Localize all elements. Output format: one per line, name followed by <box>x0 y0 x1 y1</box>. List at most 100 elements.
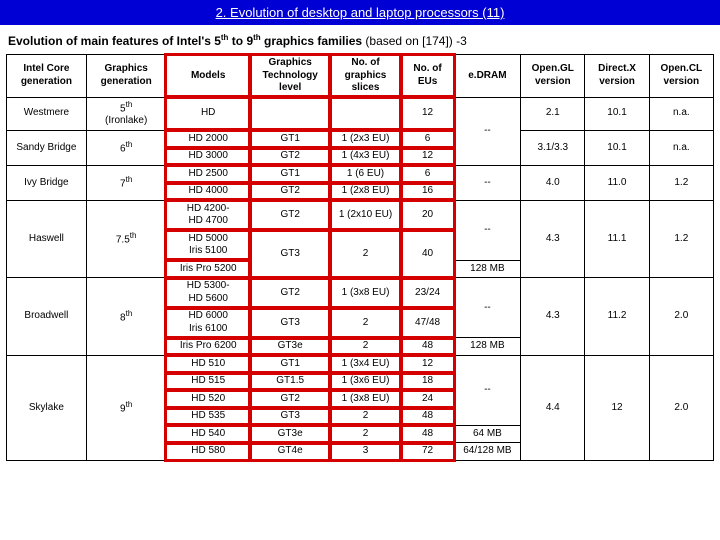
table-cell: 4.4 <box>521 355 585 460</box>
table-cell: GT2 <box>250 278 330 308</box>
table-cell: GT2 <box>250 200 330 230</box>
table-cell: 128 MB <box>454 260 520 278</box>
table-row: Ivy Bridge7thHD 2500GT11 (6 EU)6--4.011.… <box>7 165 714 183</box>
table-cell: HD 515 <box>166 373 250 391</box>
table-cell: 12 <box>401 355 454 373</box>
table-cell: n.a. <box>649 130 713 165</box>
table-cell: 2 <box>330 425 401 443</box>
title-bar: 2. Evolution of desktop and laptop proce… <box>0 0 720 25</box>
table-cell: HD 535 <box>166 408 250 426</box>
table-cell: 1.2 <box>649 200 713 278</box>
table-cell <box>330 97 401 130</box>
table-row: Broadwell8thHD 5300-HD 5600GT21 (3x8 EU)… <box>7 278 714 308</box>
table-cell: 40 <box>401 230 454 278</box>
table-cell: 2 <box>330 230 401 278</box>
table-cell: GT4e <box>250 443 330 461</box>
table-cell: 5th(Ironlake) <box>86 97 166 130</box>
table-cell: HD 580 <box>166 443 250 461</box>
table-cell: 1 (2x3 EU) <box>330 130 401 148</box>
table-cell: HD <box>166 97 250 130</box>
table-cell: GT3 <box>250 230 330 278</box>
col-header: Open.CL version <box>649 55 713 98</box>
table-cell: 11.2 <box>585 278 649 356</box>
table-cell: 18 <box>401 373 454 391</box>
table-cell: -- <box>454 355 520 425</box>
table-cell: GT3 <box>250 308 330 338</box>
table-cell: HD 4200-HD 4700 <box>166 200 250 230</box>
table-cell: 7.5th <box>86 200 166 278</box>
table-cell: HD 5000Iris 5100 <box>166 230 250 260</box>
table-cell: 48 <box>401 408 454 426</box>
table-cell: 10.1 <box>585 97 649 130</box>
table-cell: HD 520 <box>166 390 250 408</box>
table-cell: 64/128 MB <box>454 443 520 461</box>
table-cell: HD 3000 <box>166 148 250 166</box>
table-cell: GT1 <box>250 165 330 183</box>
table-cell: 6 <box>401 130 454 148</box>
table-cell: 1 (3x8 EU) <box>330 278 401 308</box>
table-cell: -- <box>454 97 520 165</box>
table-cell <box>250 97 330 130</box>
table-cell: 4.3 <box>521 200 585 278</box>
table-cell: 23/24 <box>401 278 454 308</box>
table-cell: 2.0 <box>649 278 713 356</box>
table-cell: -- <box>454 165 520 200</box>
table-cell: 1.2 <box>649 165 713 200</box>
table-cell: 9th <box>86 355 166 460</box>
table-cell: 1 (2x10 EU) <box>330 200 401 230</box>
table-cell: 11.1 <box>585 200 649 278</box>
table-cell: Westmere <box>7 97 87 130</box>
col-header: Graphics Technology level <box>250 55 330 98</box>
table-cell: 1 (3x4 EU) <box>330 355 401 373</box>
table-cell: 24 <box>401 390 454 408</box>
table-cell: GT1 <box>250 130 330 148</box>
col-header: Intel Core generation <box>7 55 87 98</box>
table-cell: HD 4000 <box>166 183 250 201</box>
col-header: Models <box>166 55 250 98</box>
table-cell: Broadwell <box>7 278 87 356</box>
table-cell: 8th <box>86 278 166 356</box>
table-row: Skylake9thHD 510GT11 (3x4 EU)12--4.4122.… <box>7 355 714 373</box>
table-cell: 1 (3x8 EU) <box>330 390 401 408</box>
table-cell: 3.1/3.3 <box>521 130 585 165</box>
table-cell: 3 <box>330 443 401 461</box>
table-cell: GT2 <box>250 183 330 201</box>
table-cell: 2 <box>330 308 401 338</box>
table-cell: 2 <box>330 408 401 426</box>
table-cell: Sandy Bridge <box>7 130 87 165</box>
table-cell: GT1.5 <box>250 373 330 391</box>
table-cell: 47/48 <box>401 308 454 338</box>
table-cell: HD 6000Iris 6100 <box>166 308 250 338</box>
table-cell: 4.0 <box>521 165 585 200</box>
table-cell: 48 <box>401 425 454 443</box>
table-row: Haswell7.5thHD 4200-HD 4700GT21 (2x10 EU… <box>7 200 714 230</box>
table-cell: 6 <box>401 165 454 183</box>
table-cell: 7th <box>86 165 166 200</box>
table-cell: 2 <box>330 338 401 356</box>
subtitle: Evolution of main features of Intel's 5t… <box>0 25 720 54</box>
table-cell: n.a. <box>649 97 713 130</box>
table-cell: GT1 <box>250 355 330 373</box>
col-header: e.DRAM <box>454 55 520 98</box>
page-title: 2. Evolution of desktop and laptop proce… <box>216 5 505 20</box>
table-cell: HD 510 <box>166 355 250 373</box>
table-cell: Ivy Bridge <box>7 165 87 200</box>
table-cell: 12 <box>585 355 649 460</box>
table-row: Sandy Bridge6thHD 2000GT11 (2x3 EU)63.1/… <box>7 130 714 148</box>
table-cell: 11.0 <box>585 165 649 200</box>
table-cell: Iris Pro 6200 <box>166 338 250 356</box>
col-header: No. of graphics slices <box>330 55 401 98</box>
table-cell: 20 <box>401 200 454 230</box>
col-header: Open.GL version <box>521 55 585 98</box>
table-cell: HD 2000 <box>166 130 250 148</box>
table-cell: 1 (4x3 EU) <box>330 148 401 166</box>
table-cell: 64 MB <box>454 425 520 443</box>
table-cell: -- <box>454 278 520 338</box>
table-cell: 2.1 <box>521 97 585 130</box>
table-cell: Skylake <box>7 355 87 460</box>
table-cell: GT3e <box>250 338 330 356</box>
col-header: No. of EUs <box>401 55 454 98</box>
table-cell: GT2 <box>250 148 330 166</box>
table-cell: GT3e <box>250 425 330 443</box>
col-header: Direct.X version <box>585 55 649 98</box>
